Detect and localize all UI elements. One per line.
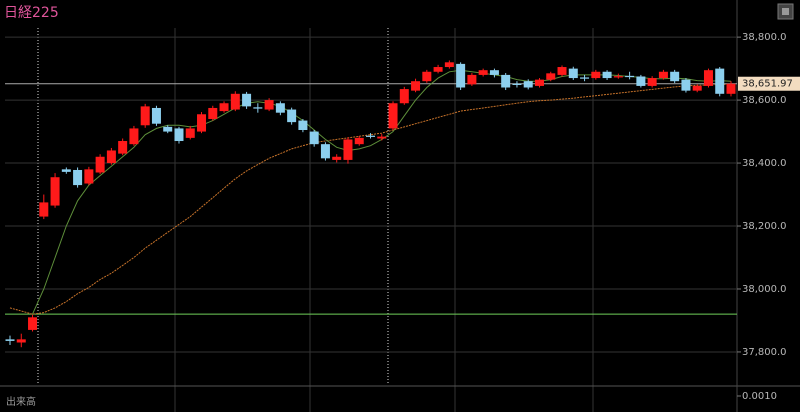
candle-body — [343, 139, 353, 160]
candle-body — [591, 71, 601, 79]
candle-body — [715, 68, 725, 94]
candle-body — [264, 100, 274, 110]
candle-body — [580, 77, 590, 79]
candle-body — [39, 202, 49, 217]
candle-body — [613, 76, 623, 78]
candle-body — [489, 70, 499, 75]
candle-body — [163, 126, 173, 132]
y-tick-label: 38,000.0 — [742, 284, 787, 295]
y-tick-label: 38,600.0 — [742, 95, 787, 106]
candle-body — [636, 76, 646, 86]
candle-body — [433, 67, 443, 72]
candle-body — [140, 106, 150, 126]
candle-body — [647, 78, 657, 86]
candle-body — [309, 131, 319, 145]
candle-body — [84, 169, 94, 184]
candle-body — [411, 81, 421, 91]
candle-body — [703, 70, 713, 86]
candle-body — [106, 150, 116, 164]
candle-body — [253, 107, 263, 109]
candle-body — [230, 93, 240, 110]
candle-body — [298, 120, 308, 130]
candle-body — [568, 68, 578, 79]
candle-body — [523, 81, 533, 88]
candle-body — [287, 109, 297, 123]
volume-label: 出来高 — [6, 395, 36, 408]
candle-body — [174, 128, 184, 142]
candle-body — [208, 107, 218, 119]
moving-average — [9, 83, 731, 315]
candle-body — [5, 339, 15, 341]
candle-body — [320, 144, 330, 159]
candle-body — [478, 70, 488, 75]
candle-body — [388, 103, 398, 129]
settings-button-icon — [782, 8, 789, 15]
candle-body — [422, 71, 432, 82]
candle-body — [95, 156, 105, 173]
candle-body — [151, 107, 161, 124]
candle-body — [602, 71, 612, 79]
candle-body — [501, 74, 511, 88]
y-tick-label: 38,400.0 — [742, 158, 787, 169]
candle-body — [242, 93, 252, 107]
candle-body — [726, 83, 736, 94]
candle-body — [692, 85, 702, 91]
y-tick-label: 38,200.0 — [742, 221, 787, 232]
candle-body — [129, 128, 139, 145]
candle-body — [658, 71, 668, 79]
volume-tick-label: 0.0010 — [742, 391, 777, 402]
chart-title: 日経225 — [4, 5, 59, 21]
last-price-label: 38,651.97 — [742, 79, 793, 90]
settings-button[interactable] — [777, 3, 794, 20]
candle-body — [456, 63, 466, 88]
candle-body — [118, 141, 128, 154]
last-price-box — [738, 76, 800, 91]
candle-body — [332, 156, 342, 160]
candle-body — [625, 75, 635, 78]
candle-body — [546, 73, 556, 80]
candle-body — [197, 114, 207, 132]
candle-body — [399, 89, 409, 104]
candle-body — [16, 339, 26, 343]
y-tick-label: 37,800.0 — [742, 347, 787, 358]
candle-body — [670, 71, 680, 82]
candle-body — [354, 137, 364, 145]
candle-body — [28, 317, 38, 330]
candle-body — [467, 74, 477, 85]
candle-body — [557, 67, 567, 75]
candle-body — [444, 62, 454, 68]
candle-body — [50, 177, 60, 206]
candle-body — [534, 79, 544, 86]
candle-body — [377, 136, 387, 139]
candle-body — [185, 128, 195, 138]
candle-body — [219, 103, 229, 112]
y-tick-label: 38,800.0 — [742, 32, 787, 43]
candle-body — [512, 83, 522, 85]
candle-body — [61, 169, 71, 172]
candle-body — [275, 103, 285, 113]
candle-body — [366, 135, 375, 137]
candle-body — [73, 169, 83, 186]
candle-body — [681, 79, 691, 91]
